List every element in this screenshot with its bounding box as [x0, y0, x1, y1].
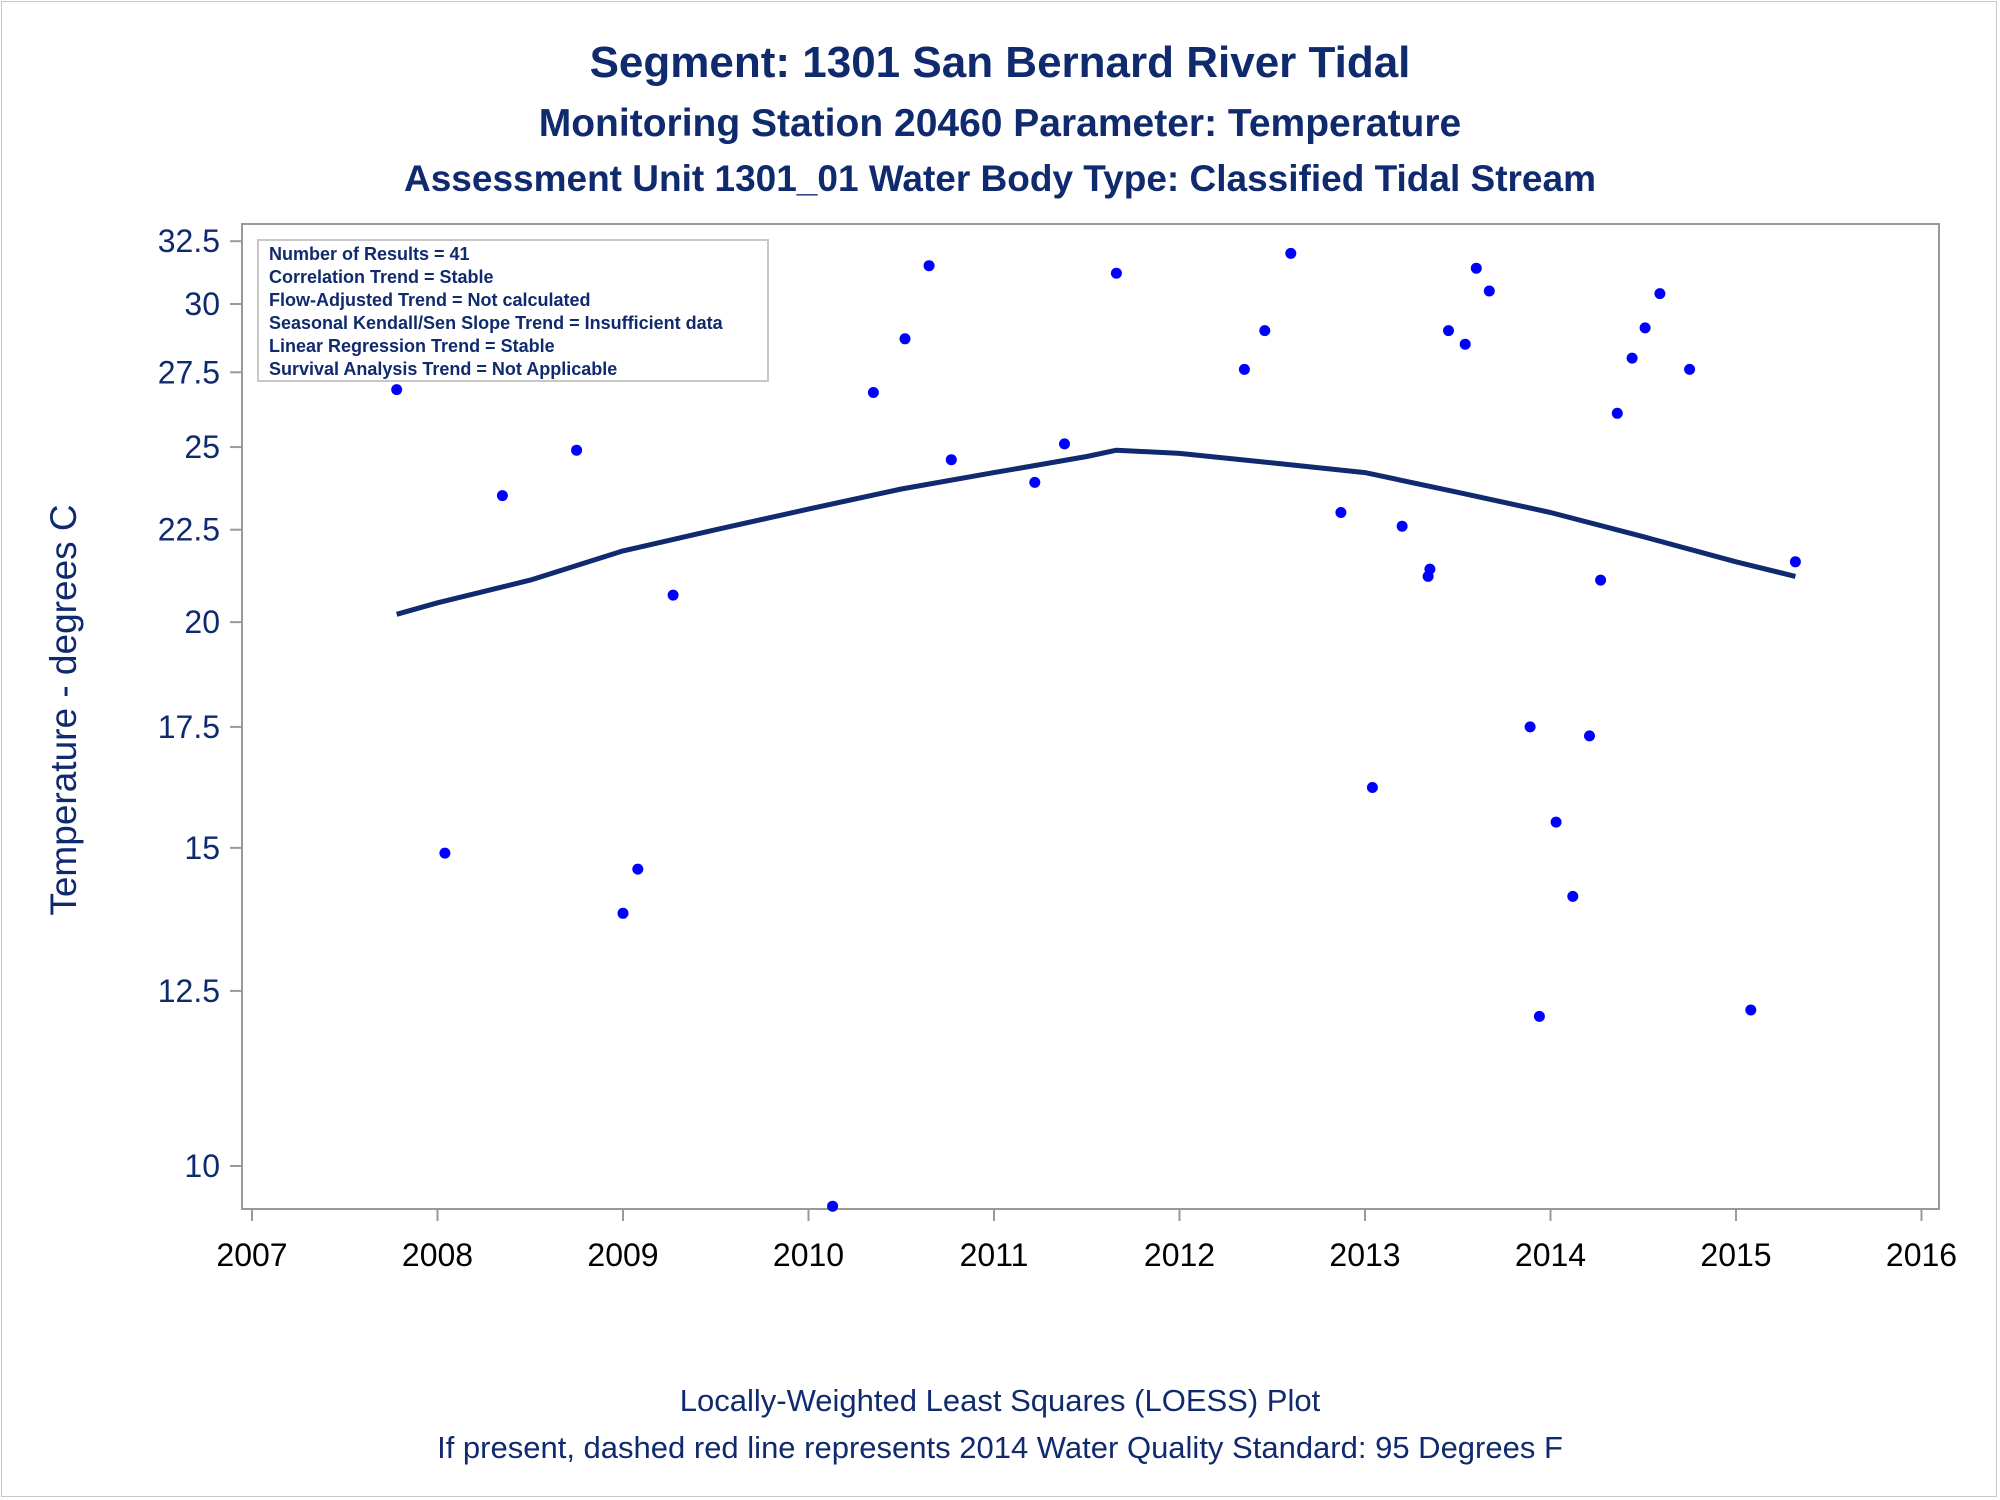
data-point [1789, 556, 1801, 568]
y-tick-label: 17.5 [158, 709, 220, 745]
data-point [923, 260, 935, 272]
data-point [439, 847, 451, 859]
x-tick-label: 2013 [1329, 1237, 1400, 1273]
data-point [1533, 1010, 1545, 1022]
data-point [1567, 890, 1579, 902]
data-point [1459, 338, 1471, 350]
data-point [899, 333, 911, 345]
data-point [1639, 322, 1651, 334]
data-point [1443, 325, 1454, 337]
data-point [1059, 438, 1070, 450]
inset-line-correlation-trend: Correlation Trend = Stable [269, 267, 494, 287]
footnote-loess: Locally-Weighted Least Squares (LOESS) P… [679, 1383, 1321, 1418]
y-tick-label: 27.5 [158, 354, 220, 390]
data-point [1684, 363, 1696, 375]
data-point [667, 589, 679, 601]
data-point [827, 1200, 839, 1212]
y-tick-label: 32.5 [158, 223, 220, 259]
chart-subtitle-assessment-unit: Assessment Unit 1301_01 Water Body Type:… [404, 158, 1596, 199]
x-tick-label: 2007 [216, 1237, 287, 1273]
data-point [1396, 520, 1408, 532]
x-tick-label: 2010 [773, 1237, 844, 1273]
inset-line-flow-adjusted-trend: Flow-Adjusted Trend = Not calculated [269, 290, 591, 310]
data-point [1238, 363, 1250, 375]
data-point [1745, 1004, 1757, 1016]
trend-statistics-inset: Number of Results = 41 Correlation Trend… [257, 239, 769, 382]
y-axis: 10 12.5 15 17.5 20 22.5 25 27.5 30 32.5 [158, 223, 242, 1184]
x-axis: 2007 2008 2009 2010 2011 2012 2013 2014 2015 2016 [216, 1209, 1957, 1273]
inset-line-survival-analysis-trend: Survival Analysis Trend = Not Applicable [269, 359, 617, 379]
y-tick-label: 30 [184, 286, 220, 322]
y-tick-label: 20 [184, 604, 220, 640]
data-point [1654, 288, 1666, 300]
data-point [1259, 325, 1271, 337]
data-point [496, 490, 508, 502]
footnote-water-quality-standard: If present, dashed red line represents 2… [437, 1430, 1563, 1465]
chart-subtitle-station: Monitoring Station 20460 Parameter: Temp… [538, 102, 1462, 145]
data-point [1424, 563, 1436, 575]
data-point [1524, 721, 1536, 733]
data-point [571, 444, 583, 456]
chart-title: Segment: 1301 San Bernard River Tidal [589, 38, 1411, 87]
data-point [632, 863, 644, 875]
x-tick-label: 2008 [402, 1237, 473, 1273]
data-point [1611, 407, 1623, 419]
data-point [867, 387, 879, 398]
inset-line-number-of-results: Number of Results = 41 [269, 244, 470, 264]
x-tick-label: 2015 [1700, 1237, 1771, 1273]
data-point [1029, 476, 1041, 488]
inset-line-seasonal-kendall-trend: Seasonal Kendall/Sen Slope Trend = Insuf… [269, 313, 724, 333]
x-tick-label: 2014 [1515, 1237, 1586, 1273]
loess-curve [396, 447, 1796, 617]
x-tick-label: 2016 [1886, 1237, 1957, 1273]
data-point [1550, 816, 1562, 828]
data-point [391, 384, 403, 396]
inset-line-linear-regression-trend: Linear Regression Trend = Stable [269, 336, 555, 356]
data-point [617, 907, 629, 919]
plot-area [241, 223, 1940, 1210]
y-tick-label: 12.5 [158, 973, 220, 1009]
x-tick-label: 2011 [960, 1237, 1029, 1273]
y-axis-label: Temperature - degrees C [43, 504, 84, 915]
data-point [1366, 782, 1378, 793]
data-point [1595, 574, 1607, 586]
loess-layer [396, 447, 1796, 617]
x-tick-label: 2009 [587, 1237, 658, 1273]
data-point [1626, 352, 1638, 364]
data-point [1483, 285, 1495, 297]
data-point [945, 454, 957, 466]
y-tick-label: 25 [184, 429, 220, 465]
y-tick-label: 22.5 [158, 512, 220, 548]
data-point [1285, 247, 1297, 259]
data-point [1584, 730, 1595, 742]
inset-box [257, 239, 769, 382]
y-tick-label: 10 [184, 1148, 220, 1184]
data-point [1335, 507, 1347, 518]
data-points [391, 243, 1801, 1212]
data-point [1110, 267, 1122, 279]
data-point [1470, 262, 1482, 274]
x-tick-label: 2012 [1144, 1237, 1215, 1273]
y-tick-label: 15 [184, 830, 220, 866]
